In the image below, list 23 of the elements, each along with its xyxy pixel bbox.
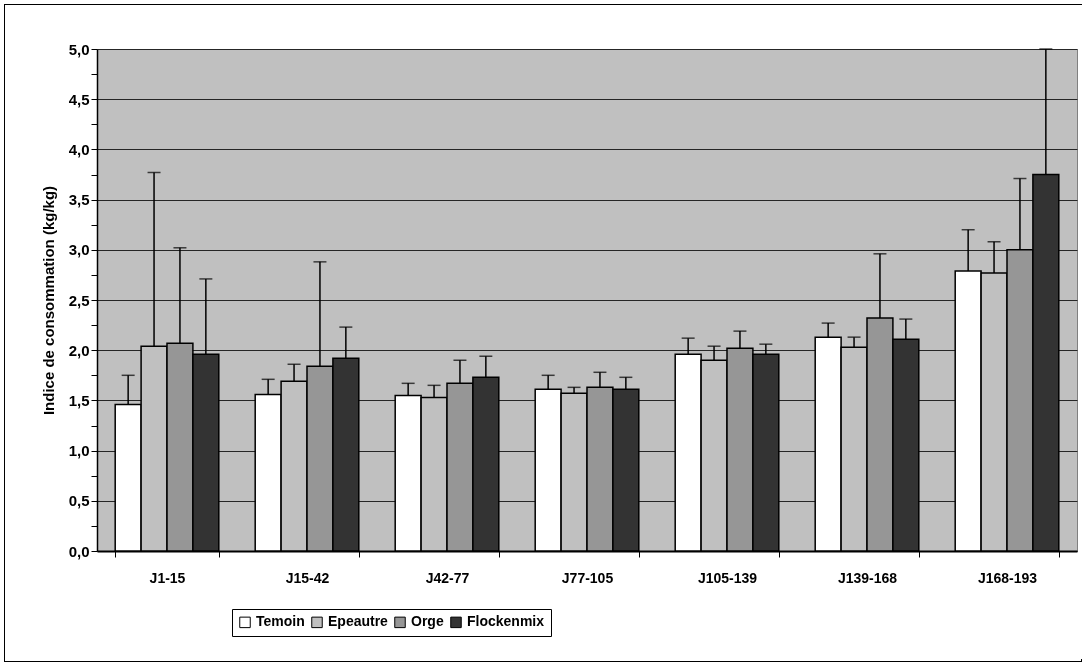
y-tick-label: 2,0 <box>68 341 90 359</box>
y-tick-label: 1,5 <box>68 391 90 409</box>
x-tick-label: J42-77 <box>425 569 470 586</box>
x-tick-label: J77-105 <box>561 569 614 586</box>
y-tick-label: 0,0 <box>68 542 90 560</box>
y-tick-label: 3,5 <box>68 191 90 209</box>
y-tick-label: 4,5 <box>68 90 90 108</box>
y-tick-label: 4,0 <box>68 140 90 158</box>
y-axis-title: Indice de consommation (kg/kg) <box>39 185 57 416</box>
x-tick-label: J15-42 <box>285 569 330 586</box>
y-tick-label: 0,5 <box>68 492 90 510</box>
legend-label: Flockenmix <box>467 613 545 630</box>
x-tick-label: J139-168 <box>837 569 898 586</box>
y-tick-label: 2,5 <box>68 291 90 309</box>
y-tick-label: 3,0 <box>68 241 90 259</box>
x-tick-label: J168-193 <box>977 569 1038 586</box>
y-tick-label: 5,0 <box>68 40 90 58</box>
x-tick-label: J105-139 <box>697 569 758 586</box>
legend-label: Orge <box>411 613 444 630</box>
legend-label: Temoin <box>256 613 305 630</box>
y-tick-label: 1,0 <box>68 442 90 460</box>
legend-label: Epeautre <box>328 613 389 630</box>
x-tick-label: J1-15 <box>149 569 186 586</box>
